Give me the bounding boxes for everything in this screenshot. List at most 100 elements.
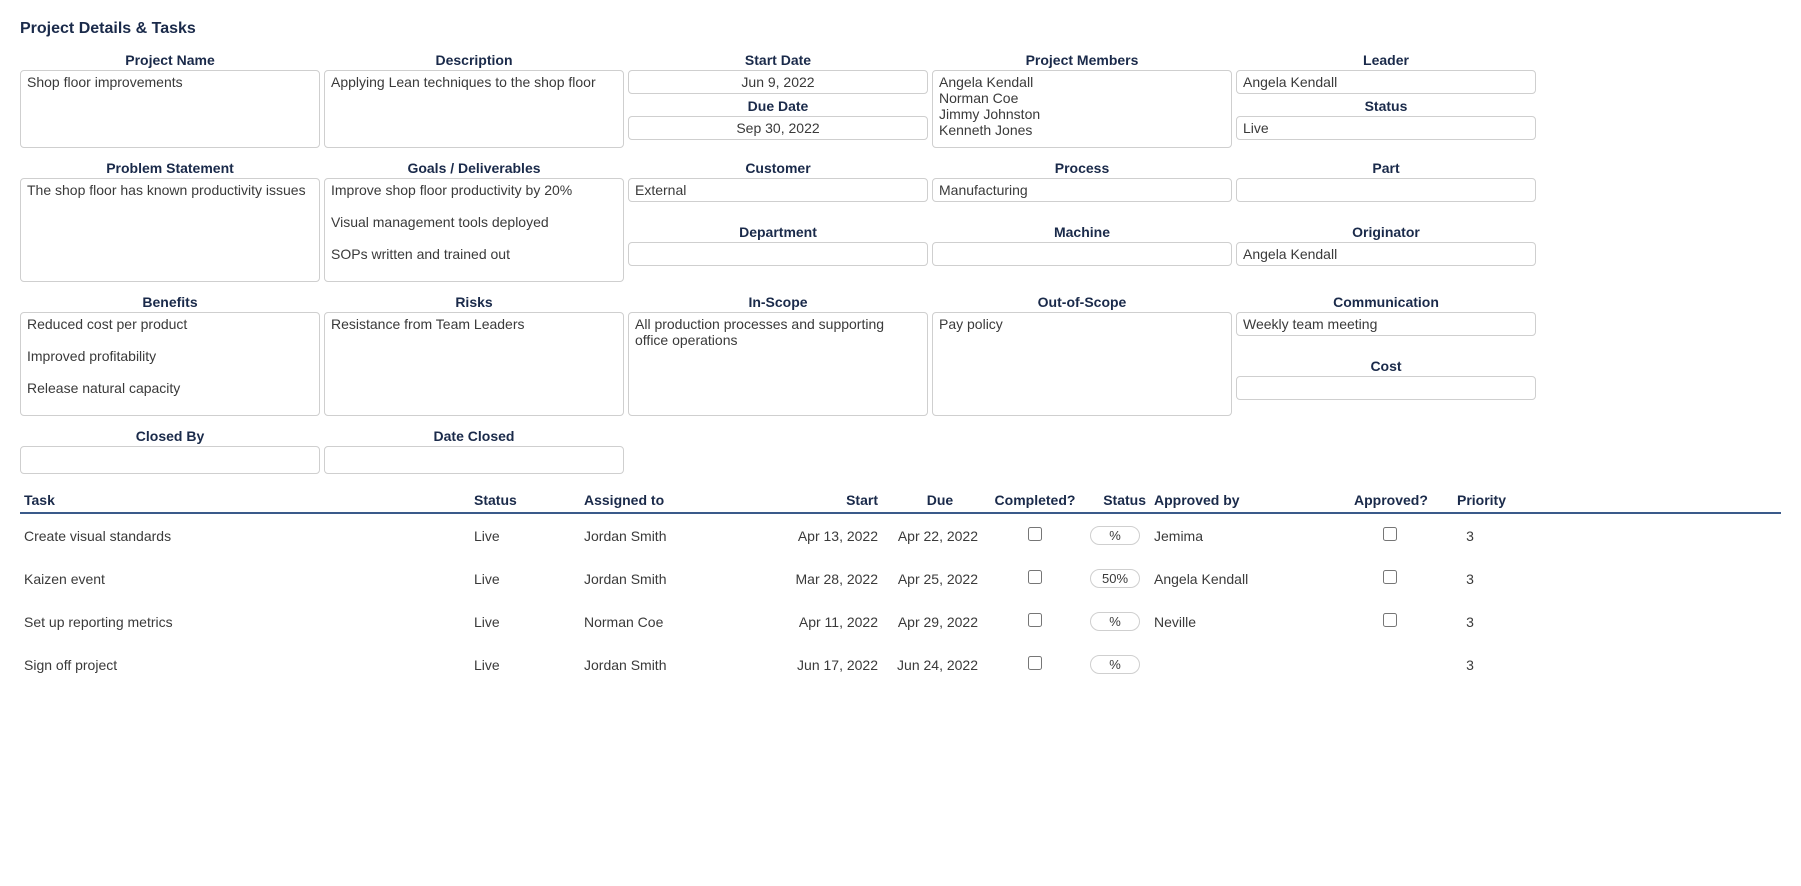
value-inscope[interactable]: All production processes and supporting … xyxy=(628,312,928,416)
value-closed-by[interactable] xyxy=(20,446,320,474)
value-benefits[interactable]: Reduced cost per product Improved profit… xyxy=(20,312,320,416)
cell-assigned: Jordan Smith xyxy=(580,657,780,673)
task-row: Set up reporting metricsLiveNorman CoeAp… xyxy=(20,600,1781,643)
cell-pct: 50% xyxy=(1080,569,1150,588)
label-machine: Machine xyxy=(932,224,1232,240)
cell-completed xyxy=(990,527,1080,544)
label-problem: Problem Statement xyxy=(20,160,320,176)
value-members[interactable]: Angela Kendall Norman Coe Jimmy Johnston… xyxy=(932,70,1232,148)
label-closed-by: Closed By xyxy=(20,428,320,444)
cell-completed xyxy=(990,656,1080,673)
cell-completed xyxy=(990,570,1080,587)
cell-approved-by: Neville xyxy=(1150,614,1350,630)
cell-assigned: Jordan Smith xyxy=(580,571,780,587)
field-leader-status: Leader Angela Kendall Status Live xyxy=(1236,52,1536,148)
cell-status: Live xyxy=(470,571,580,587)
label-department: Department xyxy=(628,224,928,240)
pct-badge[interactable]: % xyxy=(1090,655,1140,674)
details-row-1: Project Name Shop floor improvements Des… xyxy=(20,52,1781,148)
th-completed: Completed? xyxy=(990,492,1080,508)
value-description[interactable]: Applying Lean techniques to the shop flo… xyxy=(324,70,624,148)
value-project-name[interactable]: Shop floor improvements xyxy=(20,70,320,148)
tasks-body: Create visual standardsLiveJordan SmithA… xyxy=(20,514,1781,686)
label-outscope: Out-of-Scope xyxy=(932,294,1232,310)
value-goals[interactable]: Improve shop floor productivity by 20% V… xyxy=(324,178,624,282)
approved-checkbox[interactable] xyxy=(1383,527,1397,541)
cell-priority: 3 xyxy=(1430,571,1510,587)
value-status[interactable]: Live xyxy=(1236,116,1536,140)
th-due: Due xyxy=(890,492,990,508)
field-outscope: Out-of-Scope Pay policy xyxy=(932,294,1232,416)
th-status2: Status xyxy=(1080,492,1150,508)
field-benefits: Benefits Reduced cost per product Improv… xyxy=(20,294,320,416)
th-start: Start xyxy=(780,492,890,508)
label-process: Process xyxy=(932,160,1232,176)
label-customer: Customer xyxy=(628,160,928,176)
field-description: Description Applying Lean techniques to … xyxy=(324,52,624,148)
field-inscope: In-Scope All production processes and su… xyxy=(628,294,928,416)
value-machine[interactable] xyxy=(932,242,1232,266)
value-customer[interactable]: External xyxy=(628,178,928,202)
label-start-date: Start Date xyxy=(628,52,928,68)
cell-due: Jun 24, 2022 xyxy=(890,657,990,673)
cell-pct: % xyxy=(1080,655,1150,674)
value-due-date[interactable]: Sep 30, 2022 xyxy=(628,116,928,140)
cell-approved xyxy=(1350,527,1430,544)
value-date-closed[interactable] xyxy=(324,446,624,474)
details-row-3: Benefits Reduced cost per product Improv… xyxy=(20,294,1781,416)
pct-badge[interactable]: 50% xyxy=(1090,569,1140,588)
value-outscope[interactable]: Pay policy xyxy=(932,312,1232,416)
cell-status: Live xyxy=(470,614,580,630)
field-project-name: Project Name Shop floor improvements xyxy=(20,52,320,148)
completed-checkbox[interactable] xyxy=(1028,570,1042,584)
field-part-originator: Part Originator Angela Kendall xyxy=(1236,160,1536,282)
details-row-4: Closed By Date Closed xyxy=(20,428,1781,474)
completed-checkbox[interactable] xyxy=(1028,527,1042,541)
value-cost[interactable] xyxy=(1236,376,1536,400)
value-leader[interactable]: Angela Kendall xyxy=(1236,70,1536,94)
completed-checkbox[interactable] xyxy=(1028,613,1042,627)
value-risks[interactable]: Resistance from Team Leaders xyxy=(324,312,624,416)
task-row: Sign off projectLiveJordan SmithJun 17, … xyxy=(20,643,1781,686)
value-communication[interactable]: Weekly team meeting xyxy=(1236,312,1536,336)
page-title: Project Details & Tasks xyxy=(20,20,1781,38)
field-comm-cost: Communication Weekly team meeting Cost xyxy=(1236,294,1536,416)
value-process[interactable]: Manufacturing xyxy=(932,178,1232,202)
label-part: Part xyxy=(1236,160,1536,176)
value-department[interactable] xyxy=(628,242,928,266)
approved-checkbox[interactable] xyxy=(1383,570,1397,584)
pct-badge[interactable]: % xyxy=(1090,526,1140,545)
label-originator: Originator xyxy=(1236,224,1536,240)
approved-checkbox[interactable] xyxy=(1383,613,1397,627)
field-customer-dept: Customer External Department xyxy=(628,160,928,282)
label-date-closed: Date Closed xyxy=(324,428,624,444)
completed-checkbox[interactable] xyxy=(1028,656,1042,670)
value-originator[interactable]: Angela Kendall xyxy=(1236,242,1536,266)
field-process-machine: Process Manufacturing Machine xyxy=(932,160,1232,282)
task-row: Kaizen eventLiveJordan SmithMar 28, 2022… xyxy=(20,557,1781,600)
value-problem[interactable]: The shop floor has known productivity is… xyxy=(20,178,320,282)
label-goals: Goals / Deliverables xyxy=(324,160,624,176)
label-project-name: Project Name xyxy=(20,52,320,68)
field-members: Project Members Angela Kendall Norman Co… xyxy=(932,52,1232,148)
cell-priority: 3 xyxy=(1430,614,1510,630)
cell-assigned: Norman Coe xyxy=(580,614,780,630)
field-goals: Goals / Deliverables Improve shop floor … xyxy=(324,160,624,282)
details-row-2: Problem Statement The shop floor has kno… xyxy=(20,160,1781,282)
label-leader: Leader xyxy=(1236,52,1536,68)
cell-approved xyxy=(1350,613,1430,630)
label-members: Project Members xyxy=(932,52,1232,68)
th-status: Status xyxy=(470,492,580,508)
cell-task: Create visual standards xyxy=(20,528,470,544)
th-approved-by: Approved by xyxy=(1150,492,1350,508)
cell-status: Live xyxy=(470,528,580,544)
pct-badge[interactable]: % xyxy=(1090,612,1140,631)
value-part[interactable] xyxy=(1236,178,1536,202)
cell-status: Live xyxy=(470,657,580,673)
th-assigned: Assigned to xyxy=(580,492,780,508)
th-task: Task xyxy=(20,492,470,508)
label-inscope: In-Scope xyxy=(628,294,928,310)
field-problem: Problem Statement The shop floor has kno… xyxy=(20,160,320,282)
value-start-date[interactable]: Jun 9, 2022 xyxy=(628,70,928,94)
field-dates: Start Date Jun 9, 2022 Due Date Sep 30, … xyxy=(628,52,928,148)
